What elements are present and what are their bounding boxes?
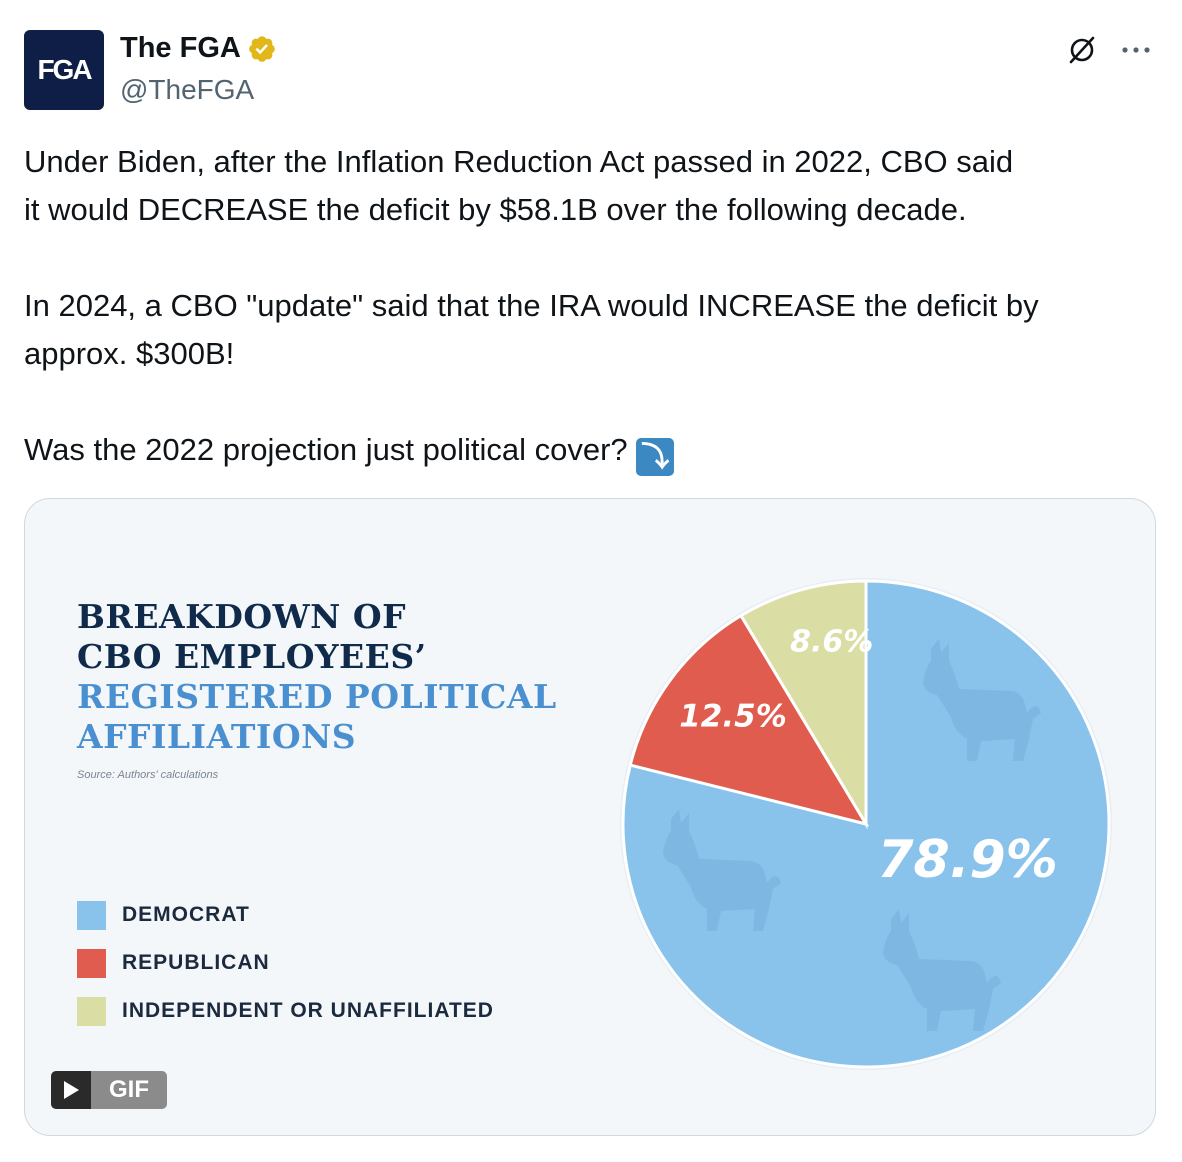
tweet-line: In 2024, a CBO "update" said that the IR…: [24, 288, 1039, 323]
chart-legend: DEMOCRAT REPUBLICAN INDEPENDENT OR UNAFF…: [77, 891, 494, 1035]
data-label-republican: 12.5%: [679, 699, 787, 735]
gif-badge[interactable]: GIF: [51, 1071, 167, 1109]
pie-slice-republican: [628, 613, 870, 827]
media-gif-card[interactable]: BREAKDOWN OF CBO EMPLOYEES’ REGISTERED P…: [24, 498, 1156, 1136]
legend-item-independent: INDEPENDENT OR UNAFFILIATED: [77, 987, 494, 1035]
gif-label: GIF: [91, 1071, 167, 1109]
data-label-independent: 8.6%: [790, 625, 873, 660]
more-icon: [1122, 47, 1150, 53]
chart-source: Source: Authors' calculations: [77, 769, 219, 781]
legend-swatch: [77, 996, 106, 1026]
play-icon: [64, 1081, 79, 1099]
legend-item-republican: REPUBLICAN: [77, 939, 494, 987]
legend-swatch: [77, 900, 106, 930]
legend-label: REPUBLICAN: [122, 951, 270, 974]
legend-label: INDEPENDENT OR UNAFFILIATED: [122, 999, 494, 1022]
verified-badge-icon[interactable]: [247, 34, 277, 64]
avatar[interactable]: FGA: [24, 30, 104, 110]
chart-title-line: AFFILIATIONS: [77, 717, 357, 756]
tweet-line: Under Biden, after the Inflation Reducti…: [24, 144, 1014, 179]
legend-label: DEMOCRAT: [122, 903, 250, 926]
donkey-icon: [883, 909, 1001, 1031]
pie-chart-svg: 78.9% 12.5% 8.6%: [620, 578, 1112, 1070]
grok-icon: [1069, 36, 1095, 64]
more-options-button[interactable]: [1116, 32, 1156, 68]
play-button[interactable]: [51, 1071, 91, 1109]
pie-chart: 78.9% 12.5% 8.6%: [611, 569, 1121, 1079]
chart-title-line: REGISTERED POLITICAL: [77, 677, 557, 716]
tweet-line-text: Was the 2022 projection just political c…: [24, 432, 628, 467]
chart-title-line: BREAKDOWN OF: [77, 597, 407, 636]
pie-slice-independent: [738, 579, 868, 830]
chart-title-line: CBO EMPLOYEES’: [77, 637, 427, 676]
donkey-icon: [663, 809, 781, 931]
display-name[interactable]: The FGA: [120, 32, 241, 64]
avatar-logo-text: FGA: [37, 54, 92, 85]
tweet-text: Under Biden, after the Inflation Reducti…: [24, 138, 1164, 476]
data-label-democrat: 78.9%: [877, 830, 1057, 890]
grok-button[interactable]: [1064, 32, 1100, 68]
donkey-icon: [923, 639, 1041, 761]
handle[interactable]: @TheFGA: [120, 74, 255, 105]
tweet-line: it would DECREASE the deficit by $58.1B …: [24, 192, 967, 227]
author-name-row: The FGA: [120, 32, 277, 65]
arrow-down-emoji-icon: ⤵: [636, 438, 675, 476]
legend-item-democrat: DEMOCRAT: [77, 891, 494, 939]
chart-title: BREAKDOWN OF CBO EMPLOYEES’ REGISTERED P…: [77, 597, 557, 757]
legend-swatch: [77, 948, 106, 978]
tweet-line: approx. $300B!: [24, 336, 235, 371]
tweet-line-with-emoji: Was the 2022 projection just political c…: [24, 426, 1164, 476]
